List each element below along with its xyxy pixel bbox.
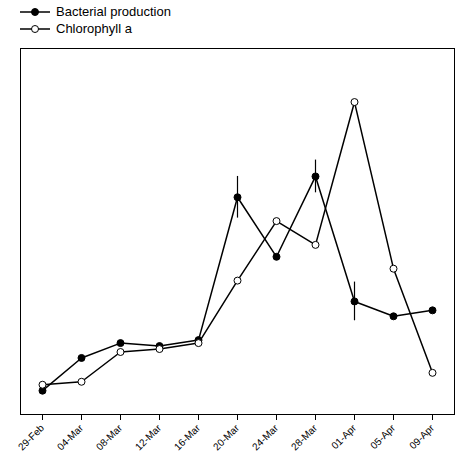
svg-text:16-Mar: 16-Mar (172, 422, 203, 453)
svg-text:28-Mar: 28-Mar (289, 422, 320, 453)
svg-text:20-Mar: 20-Mar (211, 422, 242, 453)
svg-text:24-Mar: 24-Mar (250, 422, 281, 453)
svg-text:04-Mar: 04-Mar (55, 422, 86, 453)
svg-text:09-Apr: 09-Apr (407, 422, 436, 451)
svg-text:05-Apr: 05-Apr (368, 422, 397, 451)
svg-text:01-Apr: 01-Apr (329, 422, 358, 451)
html-text:Chlorophyll a: Chlorophyll a (56, 21, 132, 36)
svg-text:12-Mar: 12-Mar (133, 422, 164, 453)
svg-text:29-Feb: 29-Feb (16, 422, 46, 452)
svg-text:08-Mar: 08-Mar (94, 422, 125, 453)
html-text:Bacterial production: Bacterial production (56, 4, 171, 19)
